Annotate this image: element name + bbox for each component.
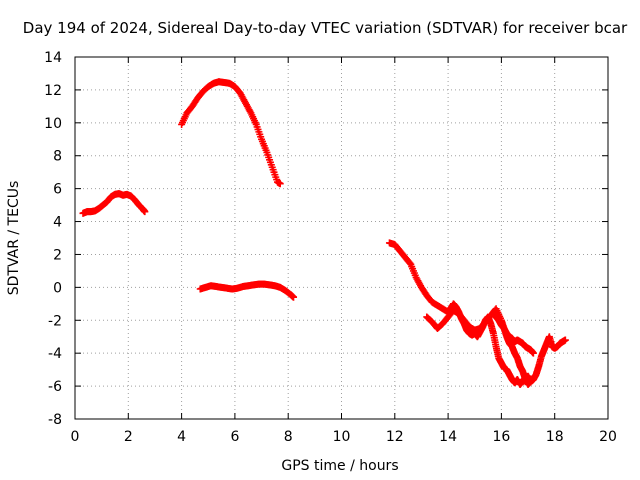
data-point: [529, 376, 537, 384]
x-axis-label: GPS time / hours: [281, 458, 398, 474]
data-point: [529, 349, 537, 357]
series-arc-3: [196, 280, 298, 301]
x-tick-label: 0: [71, 429, 80, 445]
x-tick-label: 10: [333, 429, 351, 445]
data-points: [79, 78, 569, 388]
data-point: [561, 336, 569, 344]
chart-title: Day 194 of 2024, Sidereal Day-to-day VTE…: [23, 19, 628, 37]
grid: [75, 57, 608, 419]
data-point: [276, 180, 284, 188]
x-tick-label: 20: [599, 429, 617, 445]
y-tick-label: 12: [44, 83, 62, 99]
y-tick-label: 10: [44, 116, 62, 132]
y-tick-label: -8: [48, 412, 62, 428]
y-axis-label: SDTVAR / TECUs: [6, 181, 22, 296]
x-tick-label: 16: [492, 429, 510, 445]
x-tick-label: 8: [284, 429, 293, 445]
y-tick-label: 2: [53, 247, 62, 263]
y-tick-label: -6: [48, 379, 62, 395]
y-tick-label: -2: [48, 313, 62, 329]
series-arc-1: [79, 190, 149, 217]
x-tick-label: 6: [230, 429, 239, 445]
y-tick-label: 8: [53, 149, 62, 165]
x-tick-label: 18: [546, 429, 564, 445]
x-tick-label: 12: [386, 429, 404, 445]
series-arc-4: [385, 239, 569, 388]
y-tick-label: 14: [44, 50, 62, 66]
y-tick-label: 4: [53, 215, 62, 231]
series-arc-5: [423, 305, 537, 388]
axis-ticks: 0 2 4 6 8 10 12 14 16 18 20 -8 -6 -4 -2 0 2 4 6 8 10 12 14: [44, 50, 617, 445]
y-tick-label: 6: [53, 182, 62, 198]
series-arc-6: [489, 310, 537, 357]
data-point: [290, 293, 298, 301]
x-tick-label: 2: [124, 429, 133, 445]
y-tick-label: 0: [53, 280, 62, 296]
series-arc-2: [178, 78, 284, 188]
x-tick-label: 4: [177, 429, 186, 445]
x-tick-label: 14: [439, 429, 457, 445]
data-point: [528, 376, 536, 384]
data-point: [141, 208, 149, 216]
y-tick-label: -4: [48, 346, 62, 362]
